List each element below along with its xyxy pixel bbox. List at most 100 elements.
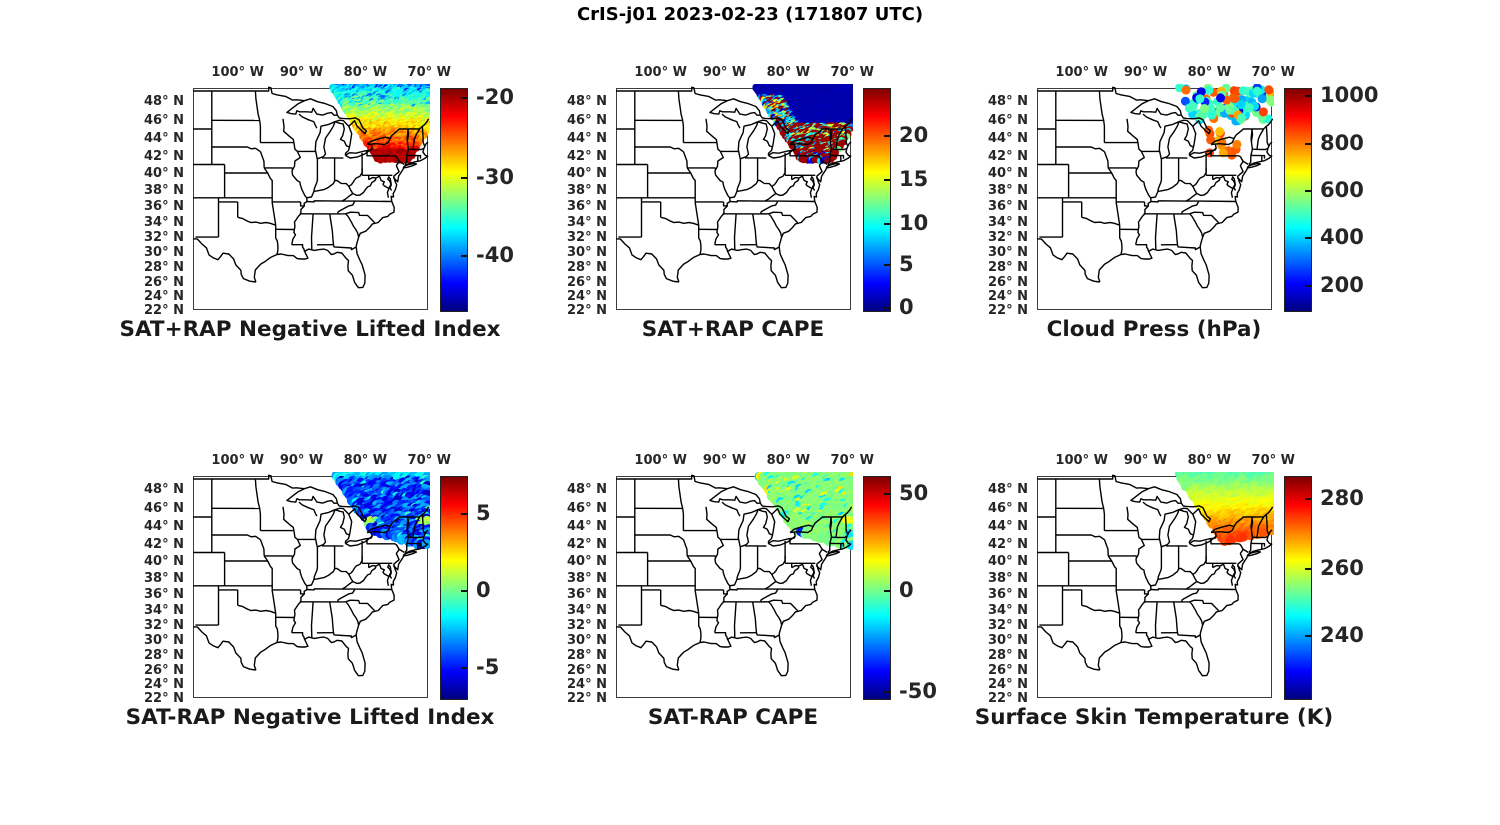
lat-tick-label: 22° N <box>988 691 1028 706</box>
lon-tick-label: 80° W <box>343 453 388 468</box>
lat-tick-label: 22° N <box>567 691 607 706</box>
lon-tick-label: 100° W <box>211 65 264 80</box>
lat-tick-label: 34° N <box>144 214 184 230</box>
map-svg <box>1036 472 1274 698</box>
lat-tick-label: 28° N <box>144 648 184 664</box>
colorbar-tick-mark <box>884 222 890 225</box>
scatter-layer <box>752 84 853 164</box>
lon-tick-label: 70° W <box>1251 453 1295 468</box>
colorbar-tick-mark <box>1305 143 1311 146</box>
lat-tick-label: 30° N <box>567 633 607 649</box>
colorbar-tick-mark <box>884 264 890 267</box>
map-svg <box>615 472 853 698</box>
lat-tick-label: 38° N <box>988 570 1028 586</box>
colorbar-tick-mark <box>1305 236 1311 239</box>
lat-tick-label: 24° N <box>988 676 1028 692</box>
colorbar-tick-label: 10 <box>899 210 929 235</box>
lat-tick-label: 46° N <box>988 500 1028 516</box>
lat-tick-label: 42° N <box>567 148 607 164</box>
lat-tick-label: 42° N <box>567 536 607 552</box>
colorbar-tick-mark <box>461 176 467 179</box>
map-frame <box>616 88 851 310</box>
map-plot <box>614 472 853 698</box>
lat-tick-label: 22° N <box>144 303 184 318</box>
lat-tick-label: 26° N <box>567 274 607 290</box>
colorbar-tick-label: -5 <box>476 655 500 680</box>
lon-tick-label: 70° W <box>830 453 874 468</box>
state-boundaries-layer <box>615 474 853 677</box>
scatter-layer <box>1175 84 1274 160</box>
colorbar-tick-label: 0 <box>476 578 491 603</box>
colorbar-tick-mark <box>884 306 890 309</box>
lat-tick-label: 46° N <box>988 112 1028 128</box>
state-boundaries-layer <box>1036 474 1274 677</box>
colorbar-tick-mark <box>884 690 890 693</box>
map-panel-sat-rap-neg-lifted-index: SAT-RAP Negative Lifted Index 100° W 90° … <box>118 443 548 748</box>
colorbar-tick-label: 240 <box>1320 622 1364 647</box>
map-panel-cloud-press: Cloud Press (hPa) 100° W 90° W 80° W 70° W 4… <box>962 55 1392 360</box>
lon-tick-label: 80° W <box>766 453 811 468</box>
colorbar-tick-label: 400 <box>1320 224 1364 249</box>
colorbar-tick-label: 200 <box>1320 272 1364 297</box>
lat-tick-label: 32° N <box>144 618 184 634</box>
map-plot <box>191 84 430 310</box>
lat-tick-label: 22° N <box>567 303 607 318</box>
lat-tick-label: 44° N <box>567 131 607 147</box>
colorbar-tick-mark <box>884 590 890 593</box>
colorbar-tick-mark <box>461 513 467 516</box>
lat-tick-label: 32° N <box>567 230 607 246</box>
lat-tick-label: 30° N <box>988 245 1028 261</box>
colorbar-tick-mark <box>461 667 467 670</box>
lat-tick-label: 44° N <box>988 131 1028 147</box>
colorbar <box>440 88 468 312</box>
lat-tick-label: 36° N <box>988 586 1028 602</box>
lat-tick-label: 34° N <box>567 602 607 618</box>
lat-tick-label: 22° N <box>144 691 184 706</box>
colorbar-tick-mark <box>884 178 890 181</box>
colorbar-tick-mark <box>1305 498 1311 501</box>
colorbar-tick-label: 0 <box>899 578 914 603</box>
lat-tick-label: 40° N <box>144 165 184 181</box>
lat-tick-label: 44° N <box>144 519 184 535</box>
colorbar-tick-label: 50 <box>899 481 929 506</box>
lat-tick-label: 34° N <box>988 602 1028 618</box>
lat-tick-label: 42° N <box>988 148 1028 164</box>
lon-tick-label: 70° W <box>407 453 451 468</box>
state-boundaries-layer <box>1036 86 1274 289</box>
state-boundaries-layer <box>615 86 853 289</box>
panel-title: SAT-RAP CAPE <box>647 705 819 730</box>
map-plot <box>1035 472 1274 698</box>
map-frame <box>193 476 428 698</box>
lat-tick-label: 36° N <box>144 586 184 602</box>
lat-tick-label: 24° N <box>567 288 607 304</box>
lat-tick-label: 32° N <box>567 618 607 634</box>
lat-tick-label: 28° N <box>567 648 607 664</box>
lat-tick-label: 36° N <box>567 586 607 602</box>
lon-tick-label: 80° W <box>1187 65 1232 80</box>
colorbar-tick-mark <box>1305 95 1311 98</box>
lon-tick-label: 70° W <box>1251 65 1295 80</box>
lon-tick-label: 80° W <box>343 65 388 80</box>
lat-tick-label: 24° N <box>988 288 1028 304</box>
lat-tick-label: 22° N <box>988 303 1028 318</box>
lat-tick-label: 28° N <box>988 648 1028 664</box>
map-panel-sat-rap-pos-lifted-index: SAT+RAP Negative Lifted Index 100° W 90° … <box>118 55 548 360</box>
colorbar-tick-mark <box>461 96 467 99</box>
colorbar <box>863 88 891 312</box>
map-panel-surface-skin-temperature: Surface Skin Temperature (K) 100° W 90° W… <box>962 443 1392 748</box>
lat-tick-label: 26° N <box>988 662 1028 678</box>
scatter-layer <box>1175 472 1274 546</box>
colorbar <box>1284 476 1312 700</box>
lat-tick-label: 32° N <box>988 230 1028 246</box>
lat-tick-label: 30° N <box>567 245 607 261</box>
lat-tick-label: 38° N <box>567 570 607 586</box>
lat-tick-label: 48° N <box>988 93 1028 109</box>
lon-tick-label: 90° W <box>702 65 747 80</box>
panel-title: SAT+RAP CAPE <box>641 317 825 342</box>
lat-tick-label: 48° N <box>988 481 1028 497</box>
lon-tick-label: 100° W <box>634 65 687 80</box>
lon-tick-label: 90° W <box>279 453 324 468</box>
colorbar-tick-mark <box>1305 284 1311 287</box>
colorbar-tick-label: -50 <box>899 678 937 703</box>
panel-title: SAT+RAP Negative Lifted Index <box>119 317 501 342</box>
